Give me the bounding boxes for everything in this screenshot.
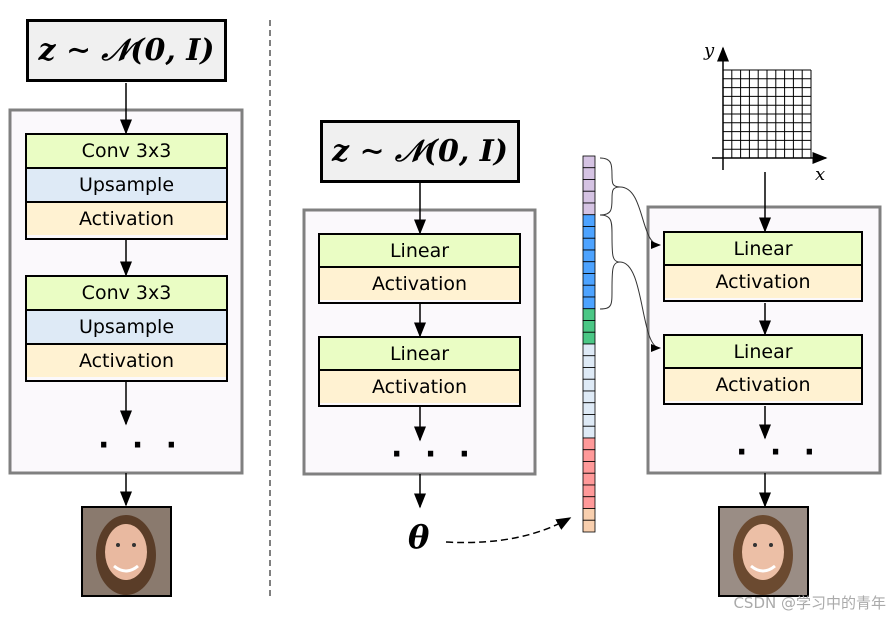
parameter-cell xyxy=(582,367,596,380)
y-axis-label: y xyxy=(704,40,715,61)
braces xyxy=(599,157,661,352)
parameter-cell xyxy=(582,320,596,333)
parameter-cell xyxy=(582,378,596,392)
middle-ellipsis: · · · xyxy=(391,437,477,472)
parameter-cell xyxy=(582,214,596,227)
parameter-cell xyxy=(582,249,596,263)
parameter-cell xyxy=(582,343,596,357)
left-latent-formula: z ∼ 𝒩(0, I) xyxy=(26,19,227,82)
activation-layer: Activation xyxy=(320,371,519,403)
parameter-cell xyxy=(582,484,596,498)
activation-layer: Activation xyxy=(665,266,861,298)
parameter-cell xyxy=(582,390,596,404)
middle-block-1: Linear Activation xyxy=(318,233,521,304)
left-block-2: Conv 3x3 Upsample Activation xyxy=(25,275,228,382)
parameter-cell xyxy=(582,261,596,274)
left-block-1: Conv 3x3 Upsample Activation xyxy=(25,133,228,240)
parameter-cell xyxy=(582,437,596,451)
parameter-cell xyxy=(582,414,596,427)
parameter-cell xyxy=(582,179,596,192)
parameter-cell xyxy=(582,226,596,239)
parameter-vector xyxy=(582,155,596,533)
parameter-cell xyxy=(582,202,596,216)
parameter-cell xyxy=(582,425,596,439)
linear-layer: Linear xyxy=(665,336,861,369)
parameter-cell xyxy=(582,296,596,310)
coordinate-grid xyxy=(722,69,812,159)
left-ellipsis: · · · xyxy=(98,428,184,463)
parameter-cell xyxy=(582,284,596,298)
linear-layer: Linear xyxy=(665,233,861,266)
middle-block-2: Linear Activation xyxy=(318,336,521,407)
theta-label: θ xyxy=(408,518,430,556)
activation-layer: Activation xyxy=(320,268,519,300)
activation-layer: Activation xyxy=(665,369,861,401)
face-image-left xyxy=(81,506,172,597)
theta-to-vector-arrow xyxy=(445,517,572,544)
parameter-cell xyxy=(582,355,596,368)
parameter-cell xyxy=(582,519,596,533)
parameter-cell xyxy=(582,508,596,521)
parameter-cell xyxy=(582,155,596,169)
conv-layer: Conv 3x3 xyxy=(27,277,226,311)
right-block-2: Linear Activation xyxy=(663,334,863,405)
activation-layer: Activation xyxy=(27,203,226,235)
watermark: CSDN @学习中的青年 xyxy=(733,594,886,612)
middle-latent-formula: z ∼ 𝒩(0, I) xyxy=(320,120,520,183)
linear-layer: Linear xyxy=(320,338,519,371)
parameter-cell xyxy=(582,237,596,251)
face-image-right xyxy=(718,506,809,597)
parameter-cell xyxy=(582,331,596,345)
parameter-cell xyxy=(582,461,596,474)
linear-layer: Linear xyxy=(320,235,519,268)
right-ellipsis: · · · xyxy=(736,435,822,470)
x-axis-label: x xyxy=(815,164,826,185)
right-block-1: Linear Activation xyxy=(663,231,863,302)
arrows xyxy=(120,83,771,509)
parameter-cell xyxy=(582,402,596,415)
upsample-layer: Upsample xyxy=(27,311,226,345)
parameter-cell xyxy=(582,449,596,462)
parameter-cell xyxy=(582,308,596,321)
parameter-cell xyxy=(582,167,596,180)
parameter-cell xyxy=(582,190,596,204)
upsample-layer: Upsample xyxy=(27,169,226,203)
parameter-cell xyxy=(582,273,596,286)
conv-layer: Conv 3x3 xyxy=(27,135,226,169)
parameter-cell xyxy=(582,472,596,486)
activation-layer: Activation xyxy=(27,345,226,377)
parameter-cell xyxy=(582,496,596,509)
